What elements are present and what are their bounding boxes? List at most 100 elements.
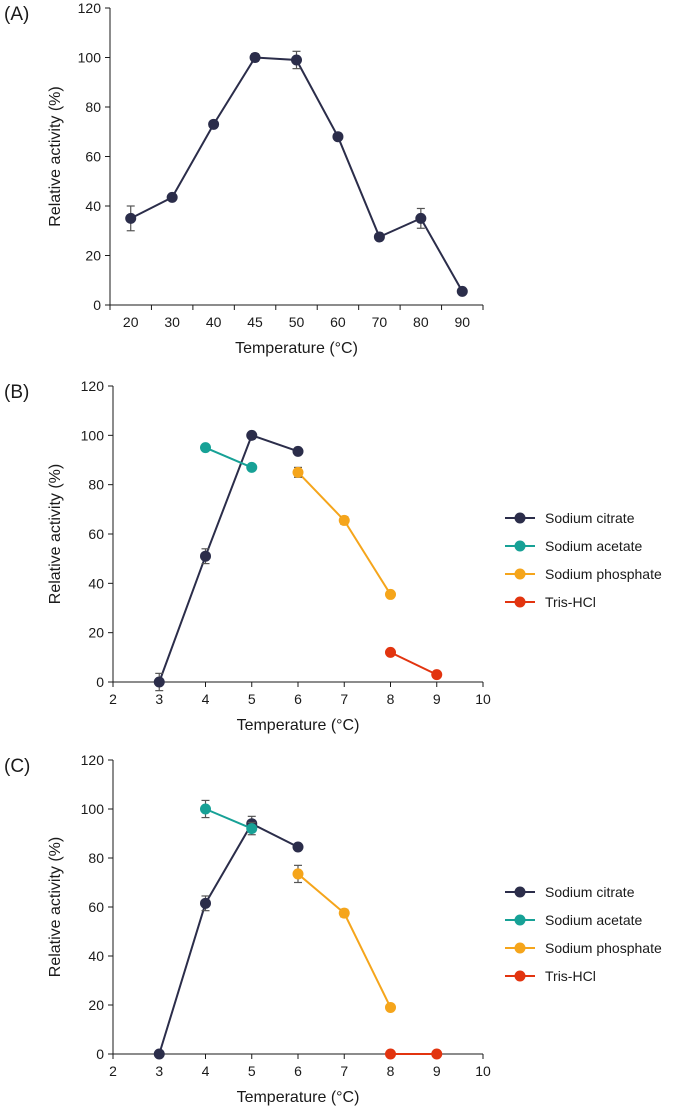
y-tick-label: 60	[88, 899, 104, 915]
x-tick-label: 7	[340, 691, 348, 707]
series-line	[390, 651, 438, 676]
y-tick-label: 0	[96, 674, 104, 690]
x-tick-label: 4	[202, 1063, 210, 1079]
series-line	[130, 56, 464, 292]
y-tick-label: 40	[85, 198, 101, 214]
y-tick-label: 20	[88, 997, 104, 1013]
x-tick-label: 6	[294, 691, 302, 707]
y-tick-label: 100	[81, 427, 105, 443]
x-tick-label: 3	[155, 1063, 163, 1079]
data-point	[373, 231, 385, 243]
chart-panel: (B) 0 20 40 60 80 100 120 2 3 4 5 6 7 8 9 10 Temperature …	[4, 378, 662, 734]
chart-panel: (A) 0 20 40 60 80 100 120 20 30 40 45 50 60 70 80 90 Temp…	[4, 0, 484, 357]
y-tick-label: 120	[81, 378, 105, 394]
x-tick-label: 9	[433, 691, 441, 707]
panel-label: (B)	[4, 382, 29, 403]
data-point	[208, 118, 220, 130]
data-point	[431, 1048, 443, 1060]
data-point	[200, 550, 211, 562]
legend-swatch-marker	[514, 540, 526, 552]
y-tick-label: 80	[88, 477, 104, 493]
x-tick-label: 8	[387, 691, 395, 707]
data-point	[456, 285, 468, 297]
data-point	[385, 1001, 396, 1013]
data-point	[246, 823, 258, 835]
data-point	[246, 429, 258, 441]
data-point	[292, 868, 304, 880]
legend-label: Sodium acetate	[545, 538, 642, 554]
data-point	[292, 466, 304, 478]
x-tick-label: 80	[413, 314, 429, 330]
x-tick-label: 90	[454, 314, 470, 330]
y-tick-label: 100	[81, 801, 105, 817]
legend-swatch-marker	[514, 596, 526, 608]
y-tick-label: 80	[85, 99, 101, 115]
y-tick-label: 40	[88, 948, 104, 964]
y-tick-label: 120	[81, 752, 105, 768]
series-line	[158, 434, 299, 683]
y-tick-label: 120	[78, 0, 102, 16]
data-point	[415, 212, 427, 224]
x-tick-label: 9	[433, 1063, 441, 1079]
x-tick-label: 2	[109, 691, 117, 707]
legend-label: Tris-HCl	[545, 594, 596, 610]
data-point	[125, 212, 137, 224]
legend-swatch-marker	[514, 970, 526, 982]
x-tick-label: 10	[475, 691, 491, 707]
legend-label: Sodium phosphate	[545, 566, 662, 582]
data-point	[431, 669, 443, 681]
x-tick-label: 5	[248, 1063, 256, 1079]
x-tick-label: 5	[248, 691, 256, 707]
y-tick-label: 20	[85, 248, 101, 264]
x-tick-label: 3	[155, 691, 163, 707]
x-tick-label: 6	[294, 1063, 302, 1079]
legend-swatch-marker	[514, 886, 526, 898]
legend-swatch-marker	[514, 568, 526, 580]
y-axis-title: Relative activity (%)	[47, 464, 64, 604]
series-line	[205, 808, 253, 830]
x-tick-label: 2	[109, 1063, 117, 1079]
series-line	[297, 873, 392, 1008]
x-tick-label: 7	[340, 1063, 348, 1079]
data-point	[385, 646, 396, 658]
data-point	[292, 445, 304, 457]
x-tick-label: 60	[330, 314, 346, 330]
data-point	[200, 803, 211, 815]
x-tick-label: 4	[202, 691, 210, 707]
legend-swatch-marker	[514, 914, 526, 926]
legend-label: Sodium citrate	[545, 510, 635, 526]
data-point	[338, 907, 350, 919]
data-point	[200, 442, 211, 454]
data-point	[249, 52, 261, 63]
y-tick-label: 40	[88, 575, 104, 591]
series-line	[205, 446, 253, 469]
y-tick-label: 80	[88, 850, 104, 866]
panel-label: (A)	[4, 4, 29, 25]
x-tick-label: 50	[289, 314, 305, 330]
data-point	[153, 676, 165, 688]
data-point	[385, 588, 396, 600]
x-tick-label: 70	[372, 314, 388, 330]
data-point	[200, 897, 211, 909]
y-tick-label: 100	[78, 50, 102, 66]
x-axis-title: Temperature (°C)	[237, 717, 360, 734]
y-tick-label: 60	[88, 526, 104, 542]
panel-label: (C)	[4, 756, 30, 777]
series-line	[158, 822, 299, 1055]
x-axis-title: Temperature (°C)	[237, 1089, 360, 1106]
data-point	[166, 191, 178, 203]
x-tick-label: 40	[206, 314, 222, 330]
x-tick-label: 10	[475, 1063, 491, 1079]
y-tick-label: 0	[93, 297, 101, 313]
x-tick-label: 45	[247, 314, 263, 330]
x-tick-label: 8	[387, 1063, 395, 1079]
y-axis-title: Relative activity (%)	[47, 86, 64, 226]
y-tick-label: 60	[85, 149, 101, 165]
data-point	[332, 131, 344, 143]
x-axis-title: Temperature (°C)	[235, 340, 358, 357]
series-line	[297, 471, 392, 595]
y-axis-title: Relative activity (%)	[47, 837, 64, 977]
data-point	[292, 841, 304, 853]
chart-panel: (C) 0 20 40 60 80 100 120 2 3 4 5 6 7 8 9 10 Temperature …	[4, 752, 662, 1106]
